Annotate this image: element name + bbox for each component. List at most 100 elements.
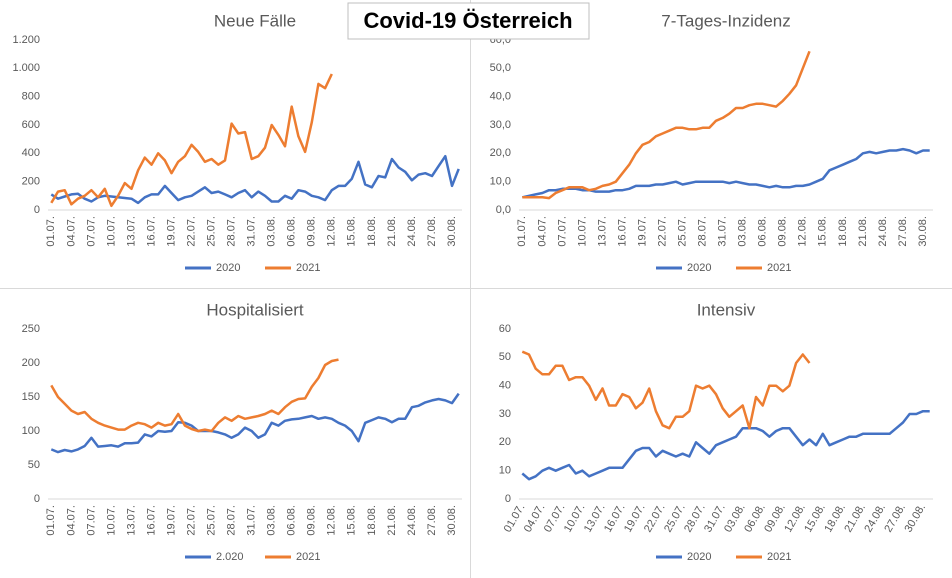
y-tick-label: 0 <box>505 493 511 505</box>
x-tick-label: 28.07. <box>697 216 709 247</box>
line-series <box>50 154 460 205</box>
x-tick-label: 30.08. <box>446 505 458 536</box>
x-tick-label: 09.08. <box>306 216 318 247</box>
line-series <box>50 73 333 208</box>
legend-label: 2021 <box>296 262 320 274</box>
x-tick-label: 13.07. <box>596 216 608 247</box>
x-tick-label: 13.07. <box>125 505 137 536</box>
x-tick-label: 21.08. <box>857 216 869 247</box>
chart-panel: Intensiv010203040506001.07.04.07.07.07.1… <box>499 300 933 563</box>
x-tick-label: 10.07. <box>105 216 117 247</box>
chart-panel: 7-Tages-Inzidenz0,010,020,030,040,050,06… <box>490 11 933 274</box>
x-tick-label: 16.07. <box>145 216 157 247</box>
x-tick-label: 18.08. <box>366 216 378 247</box>
x-tick-label: 22.07. <box>656 216 668 247</box>
y-tick-label: 800 <box>22 91 40 103</box>
line-series <box>522 50 811 200</box>
y-tick-label: 100 <box>22 425 40 437</box>
y-tick-label: 0 <box>34 204 40 216</box>
x-tick-label: 15.08. <box>817 216 829 247</box>
legend-label: 2020 <box>216 262 240 274</box>
x-tick-label: 21.08. <box>386 216 398 247</box>
y-tick-label: 600 <box>22 119 40 131</box>
x-tick-label: 12.08. <box>797 216 809 247</box>
x-tick-label: 04.07. <box>65 216 77 247</box>
x-tick-label: 19.07. <box>165 216 177 247</box>
y-tick-label: 50,0 <box>490 62 511 74</box>
x-tick-label: 16.07. <box>616 216 628 247</box>
x-tick-label: 25.07. <box>206 505 218 536</box>
x-tick-label: 03.08. <box>266 216 278 247</box>
y-tick-label: 150 <box>22 391 40 403</box>
x-tick-label: 19.07. <box>165 505 177 536</box>
chart-panel: Neue Fälle 0 200 400 600 800 1.000 1.200 01.07. 0… <box>12 11 462 274</box>
x-tick-label: 18.08. <box>837 216 849 247</box>
y-tick-label: 0 <box>34 493 40 505</box>
x-tick-label: 04.07. <box>65 505 77 536</box>
line-series <box>521 409 930 481</box>
x-tick-label: 27.08. <box>426 505 438 536</box>
legend-label: 2.020 <box>216 551 244 563</box>
legend-label: 2021 <box>767 551 791 563</box>
x-tick-label: 10.07. <box>576 216 588 247</box>
y-tick-label: 20 <box>499 436 511 448</box>
page-title: Covid-19 Österreich <box>363 8 572 33</box>
x-tick-label: 31.07. <box>717 216 729 247</box>
y-tick-label: 0,0 <box>496 204 511 216</box>
line-series <box>50 358 339 433</box>
x-tick-label: 21.08. <box>386 505 398 536</box>
x-tick-label: 28.07. <box>226 216 238 247</box>
x-tick-label: 09.08. <box>306 505 318 536</box>
x-tick-label: 13.07. <box>125 216 137 247</box>
y-tick-label: 40 <box>499 380 511 392</box>
x-tick-label: 25.07. <box>206 216 218 247</box>
y-tick-label: 1.000 <box>12 62 40 74</box>
x-tick-label: 04.07. <box>536 216 548 247</box>
x-tick-label: 31.07. <box>246 216 258 247</box>
y-tick-label: 1.200 <box>12 34 40 46</box>
x-tick-label: 07.07. <box>85 216 97 247</box>
x-tick-label: 01.07. <box>516 216 528 247</box>
x-tick-label: 06.08. <box>286 216 298 247</box>
y-tick-label: 30,0 <box>490 119 511 131</box>
chart-panel: Hospitalisiert 0 50 100 150 200 250 01.07. 04.07… <box>22 300 462 563</box>
legend-label: 2021 <box>296 551 320 563</box>
y-tick-label: 50 <box>28 459 40 471</box>
y-tick-label: 50 <box>499 351 511 363</box>
x-tick-label: 22.07. <box>185 505 197 536</box>
y-tick-label: 20,0 <box>490 147 511 159</box>
x-tick-label: 12.08. <box>326 216 338 247</box>
title-box <box>347 2 590 40</box>
line-series <box>50 392 460 454</box>
legend-label: 2020 <box>687 551 711 563</box>
x-tick-label: 27.08. <box>426 216 438 247</box>
chart-title: Neue Fälle <box>214 11 296 30</box>
legend-label: 2021 <box>767 262 791 274</box>
x-tick-label: 15.08. <box>346 505 358 536</box>
chart-title: 7-Tages-Inzidenz <box>661 11 790 30</box>
x-tick-label: 01.07. <box>45 216 57 247</box>
x-tick-label: 27.08. <box>897 216 909 247</box>
x-tick-label: 01.07. <box>45 505 57 536</box>
y-tick-label: 250 <box>22 323 40 335</box>
chart-title: Intensiv <box>697 300 756 319</box>
legend-label: 2020 <box>687 262 711 274</box>
x-tick-label: 19.07. <box>636 216 648 247</box>
x-tick-label: 03.08. <box>266 505 278 536</box>
x-tick-label: 30.08. <box>917 216 929 247</box>
x-tick-label: 15.08. <box>346 216 358 247</box>
x-tick-label: 09.08. <box>777 216 789 247</box>
x-tick-label: 07.07. <box>556 216 568 247</box>
y-tick-label: 60 <box>499 323 511 335</box>
y-tick-label: 400 <box>22 147 40 159</box>
x-tick-label: 18.08. <box>366 505 378 536</box>
x-tick-label: 24.08. <box>406 216 418 247</box>
x-tick-label: 31.07. <box>246 505 258 536</box>
line-series <box>521 350 811 430</box>
x-tick-label: 06.08. <box>757 216 769 247</box>
x-tick-label: 12.08. <box>326 505 338 536</box>
y-tick-label: 10,0 <box>490 176 511 188</box>
x-tick-label: 07.07. <box>85 505 97 536</box>
x-tick-label: 24.08. <box>406 505 418 536</box>
